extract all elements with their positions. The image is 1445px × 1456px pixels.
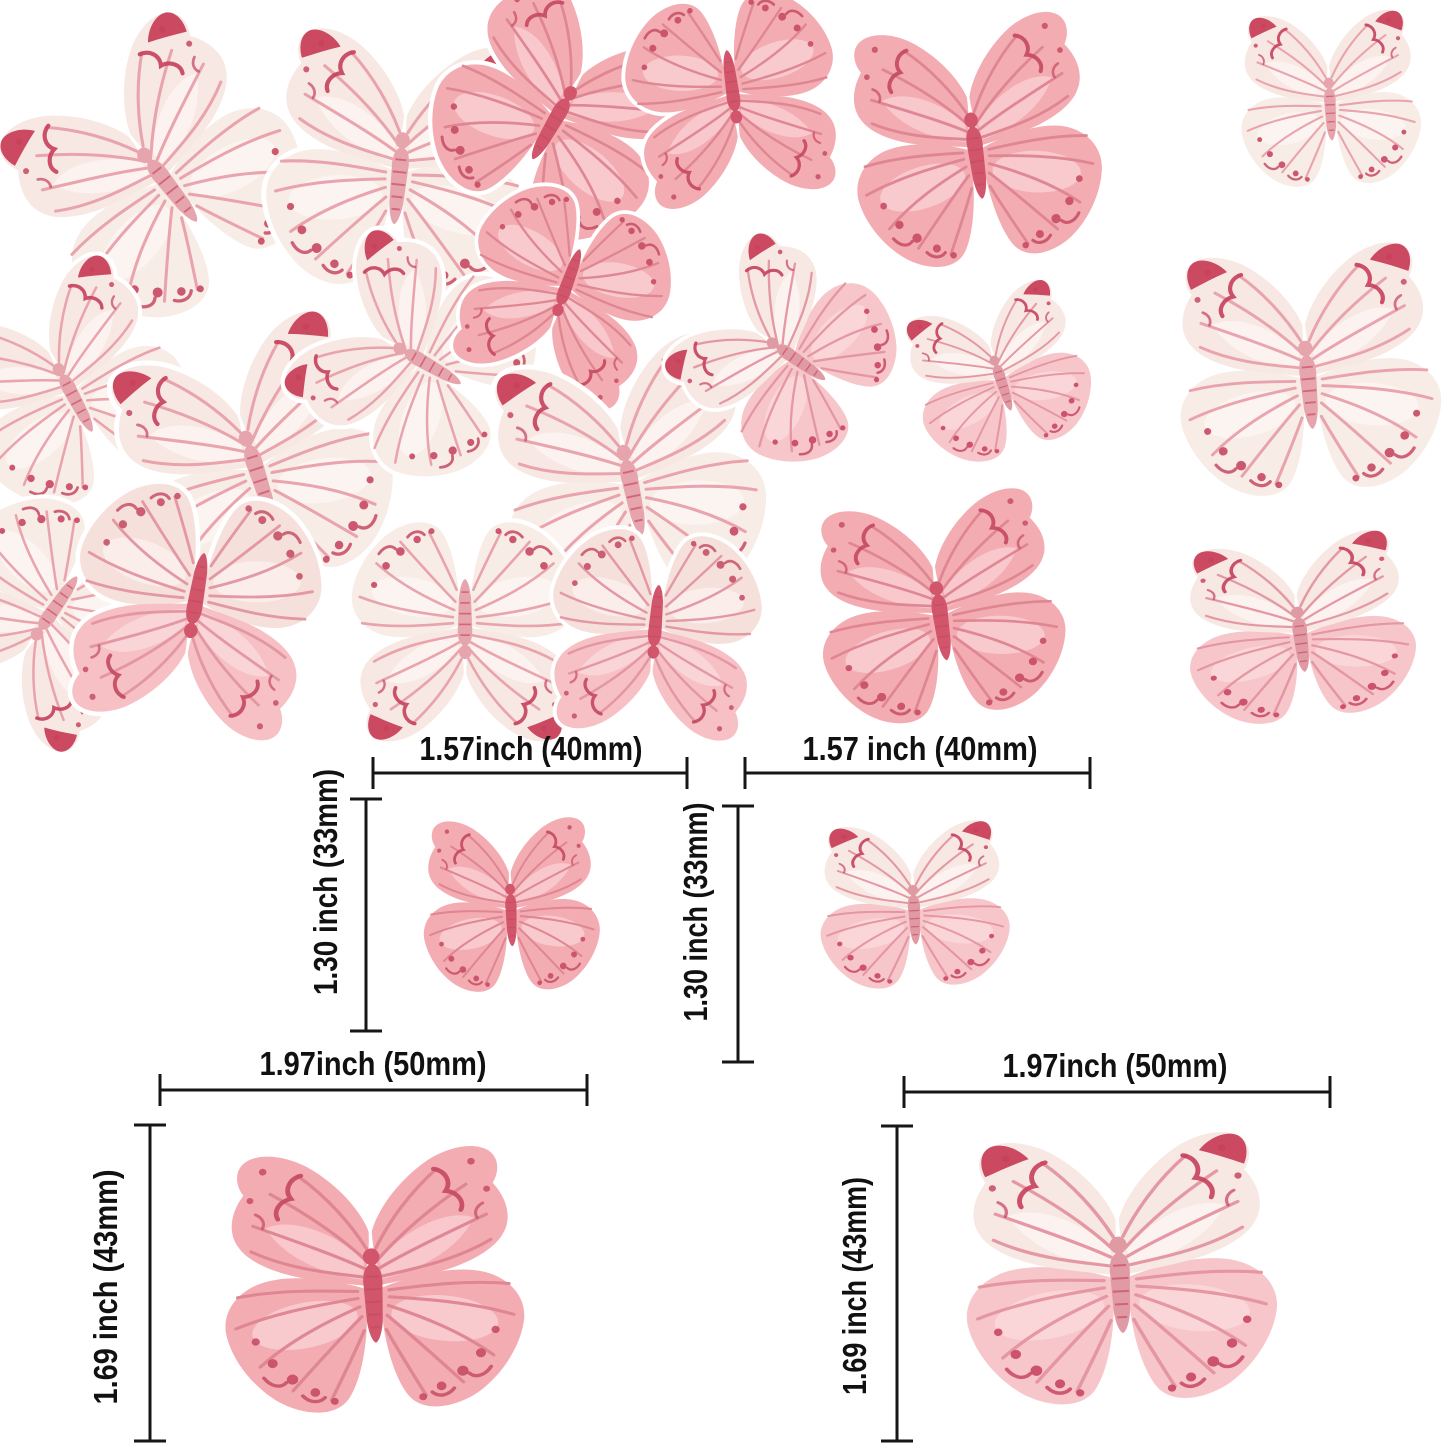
svg-text:1.30 inch (33mm): 1.30 inch (33mm): [307, 769, 344, 995]
svg-text:1.97inch (50mm): 1.97inch (50mm): [260, 1045, 487, 1082]
svg-text:1.57inch (40mm): 1.57inch (40mm): [420, 730, 643, 767]
svg-text:1.30 inch (33mm): 1.30 inch (33mm): [677, 803, 714, 1022]
svg-text:1.69 inch (43mm): 1.69 inch (43mm): [836, 1177, 873, 1395]
svg-text:1.97inch (50mm): 1.97inch (50mm): [1003, 1047, 1228, 1084]
svg-text:1.69 inch (43mm): 1.69 inch (43mm): [87, 1170, 124, 1405]
svg-text:1.57 inch (40mm): 1.57 inch (40mm): [803, 730, 1038, 767]
